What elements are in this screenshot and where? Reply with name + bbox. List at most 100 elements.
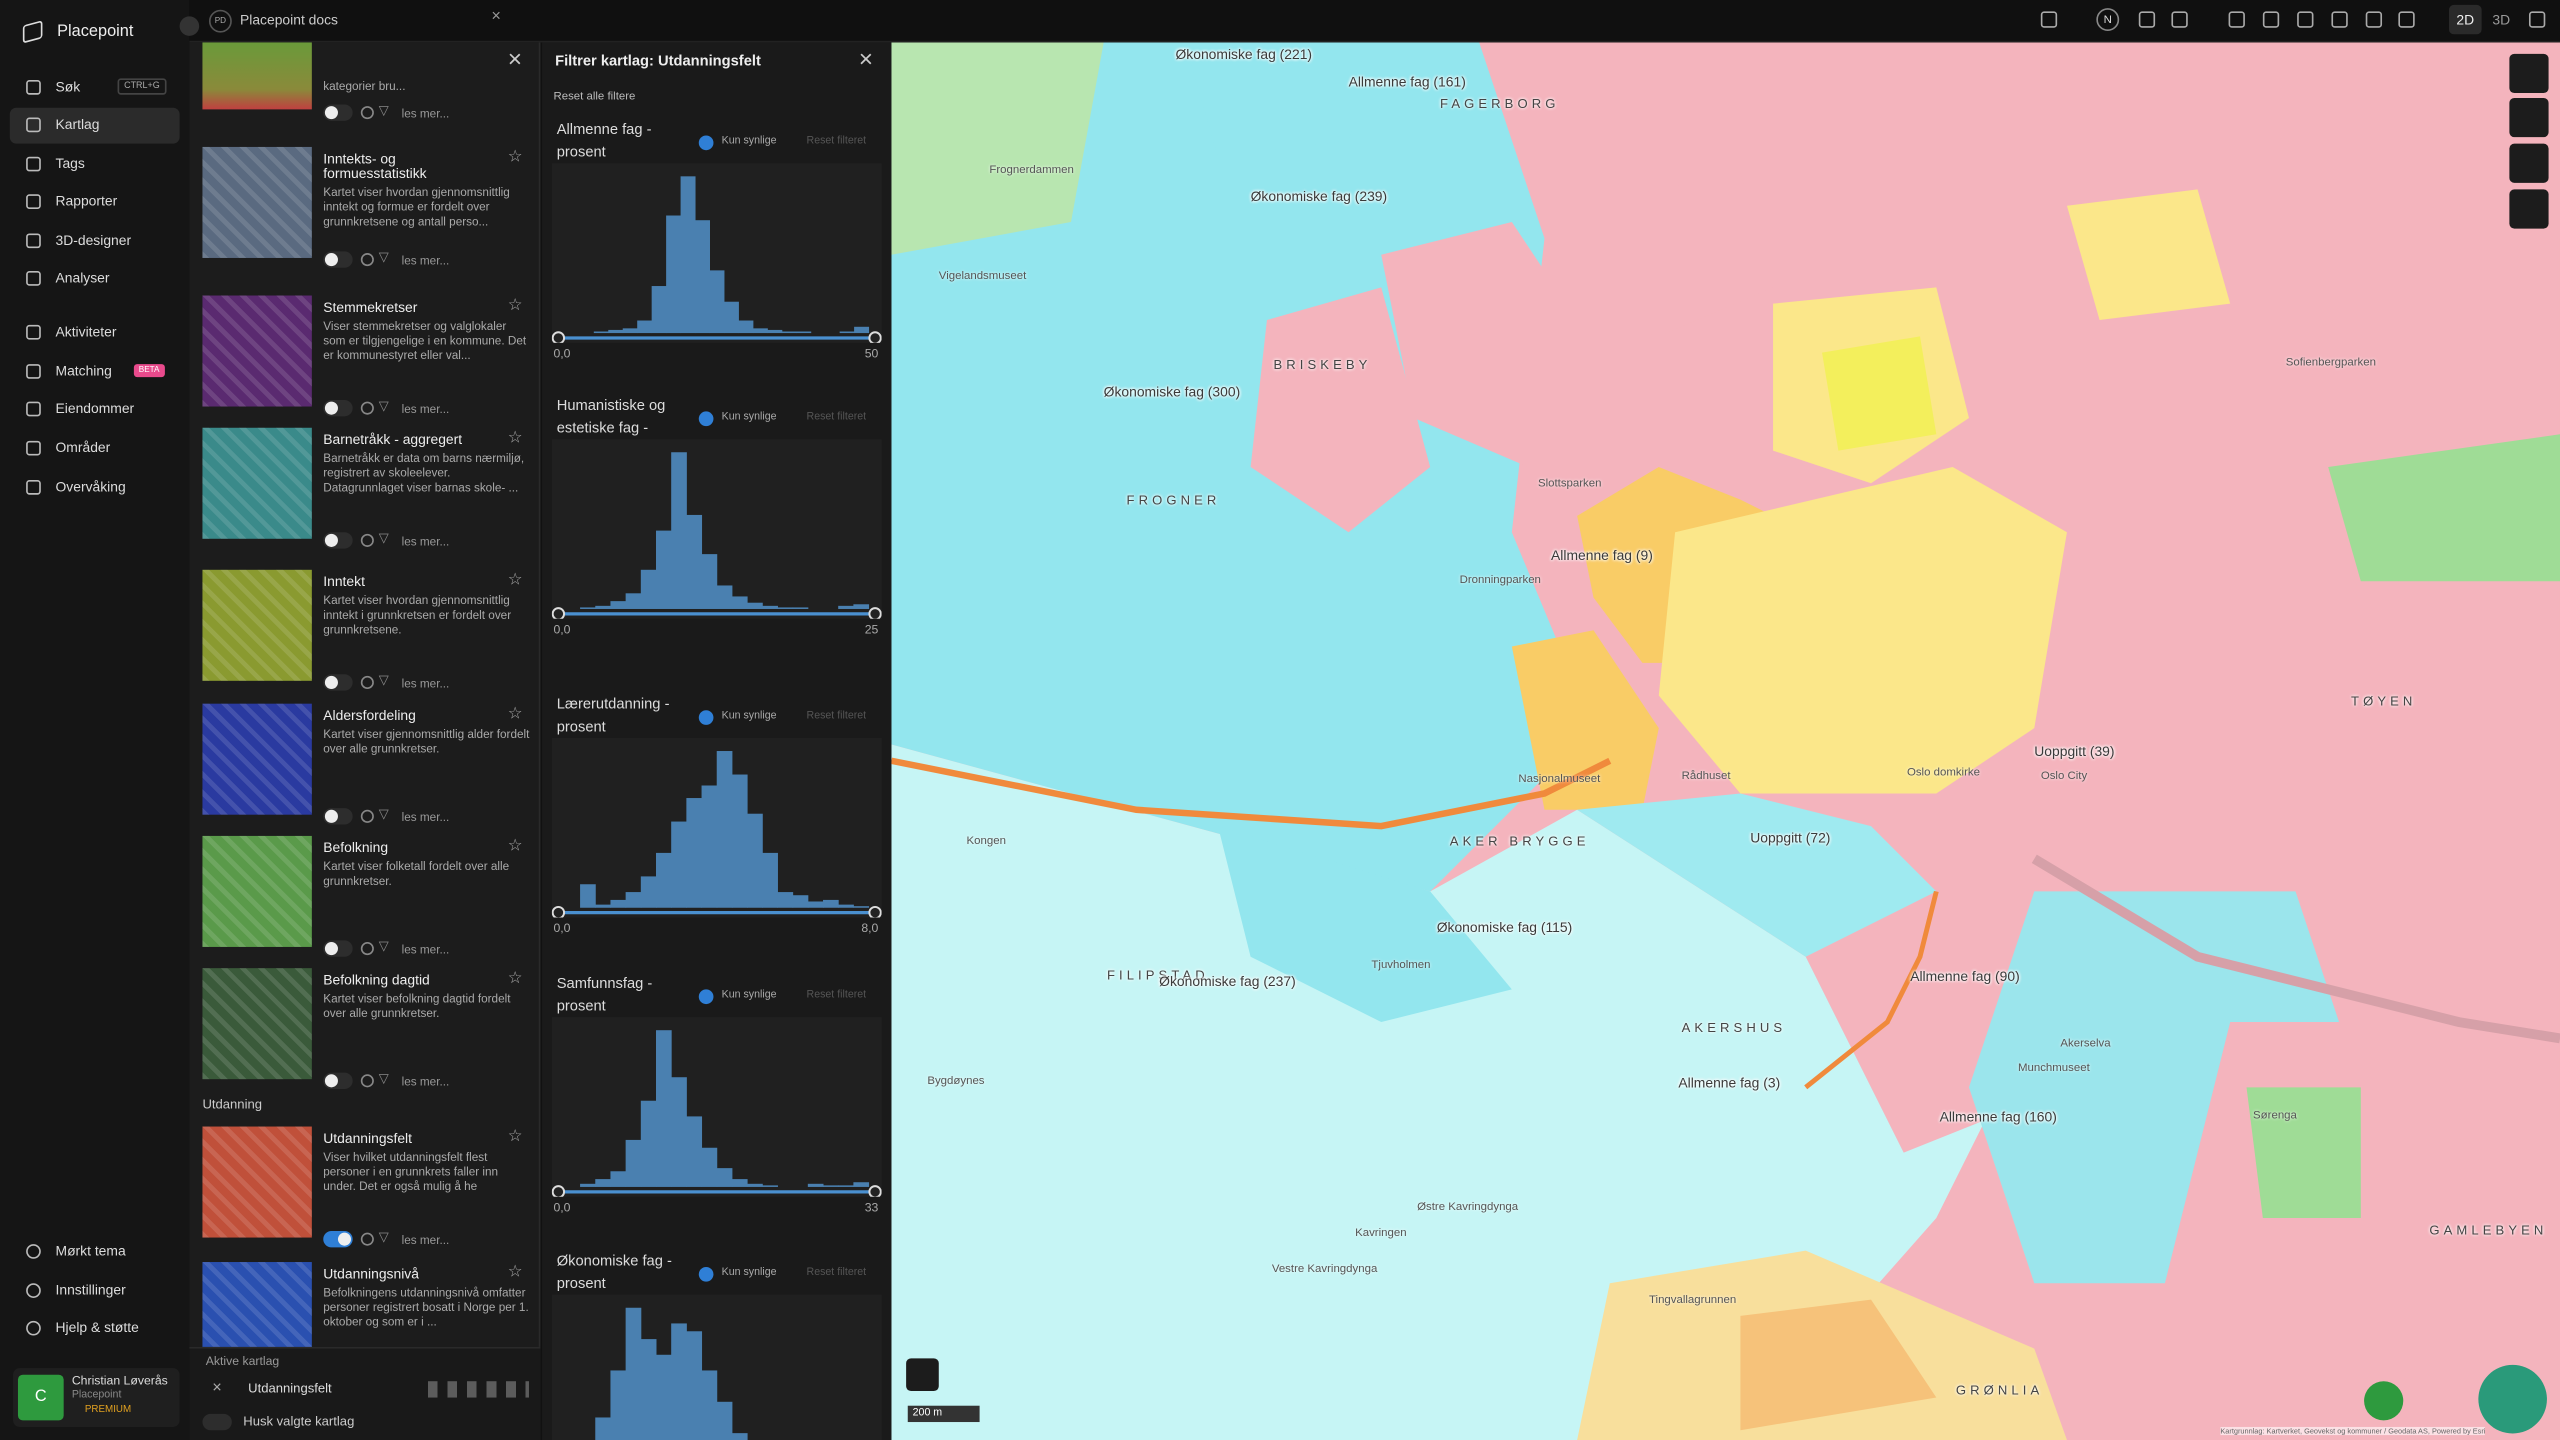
toolbar-icon[interactable] <box>2040 11 2058 28</box>
nav-item[interactable]: Aktiviteter <box>10 315 180 351</box>
toolbar-icon[interactable] <box>2262 11 2280 28</box>
reset-filter[interactable]: Reset filteret <box>806 411 867 423</box>
nav-item[interactable]: Rapporter <box>10 184 180 220</box>
read-more[interactable]: les mer... <box>401 253 450 268</box>
read-more[interactable]: les mer... <box>401 106 450 121</box>
filter-icon[interactable]: ▽ <box>378 672 389 688</box>
toolbar-icon[interactable] <box>2365 11 2383 28</box>
nav-item[interactable]: Innstillinger <box>10 1273 180 1309</box>
reset-filter[interactable]: Reset filteret <box>806 135 867 147</box>
map-tool[interactable] <box>2509 53 2549 94</box>
help-button[interactable] <box>906 1358 939 1392</box>
filter-icon[interactable]: ▽ <box>378 806 389 822</box>
favorite-star[interactable]: ☆ <box>507 1263 523 1282</box>
favorite-star[interactable]: ☆ <box>507 148 523 167</box>
user-card[interactable]: C Christian Løverås Placepoint PREMIUM <box>13 1368 180 1427</box>
active-remove[interactable]: × <box>212 1379 222 1398</box>
info-icon[interactable] <box>360 401 374 415</box>
info-button[interactable] <box>2364 1381 2404 1421</box>
favorite-star[interactable]: ☆ <box>507 429 523 448</box>
read-more[interactable]: les mer... <box>401 1074 450 1089</box>
filter-icon[interactable]: ▽ <box>378 1071 389 1086</box>
only-visible[interactable]: Kun synlige <box>721 411 777 423</box>
filter-icon[interactable]: ▽ <box>378 530 389 546</box>
filter-icon[interactable]: ▽ <box>378 398 389 414</box>
info-icon[interactable] <box>360 942 374 956</box>
filter-close[interactable]: × <box>858 45 874 74</box>
nav-item[interactable]: Hjelp & støtte <box>10 1311 180 1347</box>
nav-item[interactable]: Tags <box>10 147 180 183</box>
map-tool[interactable] <box>2509 97 2549 138</box>
range-handle[interactable] <box>551 905 566 918</box>
toolbar-icon[interactable] <box>2398 11 2415 28</box>
favorite-star[interactable]: ☆ <box>507 837 523 856</box>
read-more[interactable]: les mer... <box>401 533 450 549</box>
layer-toggle[interactable] <box>323 104 353 121</box>
only-visible[interactable]: Kun synlige <box>721 710 777 722</box>
check-icon[interactable] <box>698 411 714 427</box>
range-handle[interactable] <box>551 607 566 619</box>
layer-toggle[interactable] <box>323 1072 353 1089</box>
layer-toggle[interactable] <box>323 674 353 691</box>
favorite-star[interactable]: ☆ <box>507 705 523 724</box>
remember-toggle[interactable] <box>202 1413 232 1431</box>
layer-toggle[interactable] <box>323 940 353 957</box>
info-icon[interactable] <box>360 675 374 689</box>
reset-filter[interactable]: Reset filteret <box>806 1266 867 1279</box>
check-icon[interactable] <box>698 989 714 1005</box>
favorite-star[interactable]: ☆ <box>507 571 523 590</box>
only-visible[interactable]: Kun synlige <box>721 135 777 147</box>
nav-item[interactable]: Områder <box>10 431 180 467</box>
range-handle[interactable] <box>551 1185 566 1197</box>
map-tool[interactable] <box>2509 189 2549 229</box>
toolbar-icon[interactable] <box>2171 11 2188 28</box>
layer-toggle[interactable] <box>323 251 353 268</box>
check-icon[interactable] <box>698 710 714 725</box>
nav-item[interactable]: Matching <box>10 354 180 390</box>
reset-filter[interactable]: Reset filteret <box>806 989 867 1001</box>
layer-toggle[interactable] <box>323 808 353 825</box>
read-more[interactable]: les mer... <box>401 675 450 691</box>
favorite-star[interactable]: ☆ <box>507 1128 523 1147</box>
nav-item[interactable]: Overvåking <box>10 470 180 506</box>
filter-icon[interactable]: ▽ <box>378 102 389 118</box>
reset-all[interactable]: Reset alle filtere <box>553 91 636 103</box>
filter-icon[interactable]: ▽ <box>378 1229 389 1245</box>
layer-toggle[interactable] <box>323 399 353 417</box>
toolbar-icon[interactable] <box>2138 11 2156 28</box>
check-icon[interactable] <box>698 135 714 151</box>
nav-item[interactable]: Eiendommer <box>10 392 180 428</box>
layer-toggle[interactable] <box>323 1231 353 1248</box>
toolbar-icon[interactable] <box>2331 11 2348 28</box>
nav-item[interactable]: Mørkt tema <box>10 1234 180 1270</box>
mode-3d[interactable]: 3D <box>2492 11 2511 28</box>
info-icon[interactable] <box>360 1074 374 1088</box>
toolbar-icon[interactable] <box>2228 11 2245 28</box>
filter-icon[interactable]: ▽ <box>378 938 389 954</box>
info-icon[interactable] <box>360 809 374 823</box>
info-icon[interactable] <box>360 533 374 547</box>
favorite-star[interactable]: ☆ <box>507 969 523 988</box>
read-more[interactable]: les mer... <box>401 942 450 957</box>
reset-filter[interactable]: Reset filteret <box>806 710 867 722</box>
layer-toggle[interactable] <box>323 532 353 549</box>
nav-item[interactable]: 3D-designer <box>10 224 180 260</box>
read-more[interactable]: les mer... <box>401 1232 450 1248</box>
read-more[interactable]: les mer... <box>401 401 450 417</box>
info-icon[interactable] <box>360 1232 374 1246</box>
favorite-star[interactable]: ☆ <box>507 297 523 316</box>
chat-button[interactable] <box>2478 1364 2547 1434</box>
toolbar-icon[interactable] <box>2528 11 2546 28</box>
range-handle[interactable] <box>551 331 566 343</box>
nav-item[interactable]: Kartlag <box>9 107 180 144</box>
active-actions[interactable] <box>427 1381 529 1398</box>
info-icon[interactable] <box>360 253 374 267</box>
compass[interactable]: N <box>2096 8 2120 32</box>
info-icon[interactable] <box>360 106 374 120</box>
check-icon[interactable] <box>698 1266 714 1282</box>
only-visible[interactable]: Kun synlige <box>721 1266 777 1279</box>
mode-2d[interactable]: 2D <box>2448 4 2482 35</box>
nav-item[interactable]: Søk <box>10 70 180 106</box>
collapse-button[interactable] <box>179 16 200 36</box>
toolbar-icon[interactable] <box>2297 11 2314 28</box>
